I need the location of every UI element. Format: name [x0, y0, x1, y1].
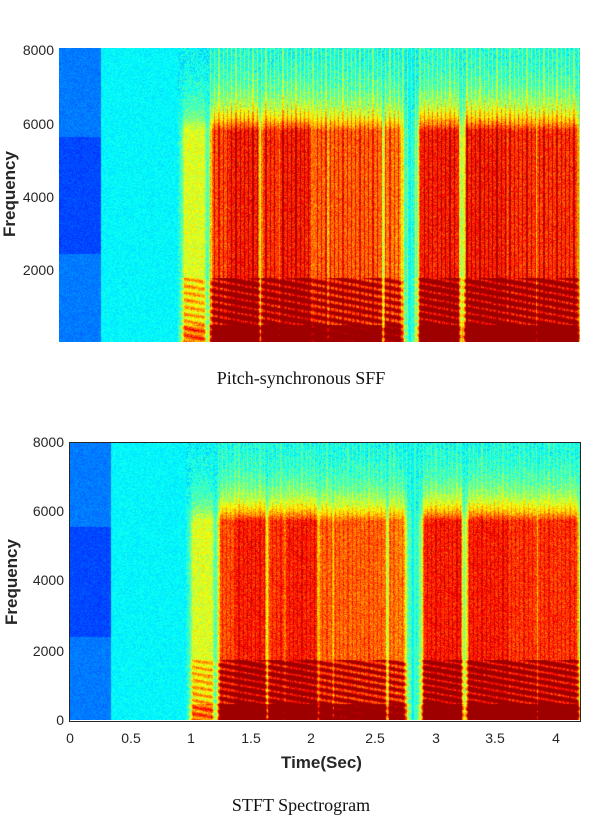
top-ytick-6000: 6000 [22, 116, 54, 132]
sff-spectrogram [59, 48, 580, 342]
bottom-ytick-2000: 2000 [32, 643, 64, 659]
xtick-label: 0 [66, 730, 74, 746]
xtick-label: 1 [187, 730, 195, 746]
bottom-x-axis-label: Time(Sec) [281, 753, 362, 772]
bottom-ytick-0: 0 [56, 712, 64, 728]
top-ytick-8000: 8000 [22, 42, 54, 58]
bottom-caption: STFT Spectrogram [231, 795, 371, 815]
bottom-ytick-8000: 8000 [32, 434, 64, 450]
xtick-label: 3.5 [485, 730, 505, 746]
bottom-ytick-6000: 6000 [32, 503, 64, 519]
stft-spectrogram-canvas [70, 443, 580, 720]
xtick-label: 4 [552, 730, 560, 746]
top-caption: Pitch-synchronous SFF [216, 368, 386, 388]
xtick-label: 2 [307, 730, 315, 746]
xtick-label: 1.5 [241, 730, 261, 746]
top-ytick-4000: 4000 [22, 189, 54, 205]
xtick-label: 0.5 [121, 730, 141, 746]
sff-spectrogram-canvas [59, 48, 580, 342]
xtick-label: 3 [432, 730, 440, 746]
top-ytick-2000: 2000 [22, 262, 54, 278]
xtick-label: 2.5 [365, 730, 385, 746]
stft-spectrogram [70, 443, 580, 720]
bottom-ytick-4000: 4000 [32, 572, 64, 588]
